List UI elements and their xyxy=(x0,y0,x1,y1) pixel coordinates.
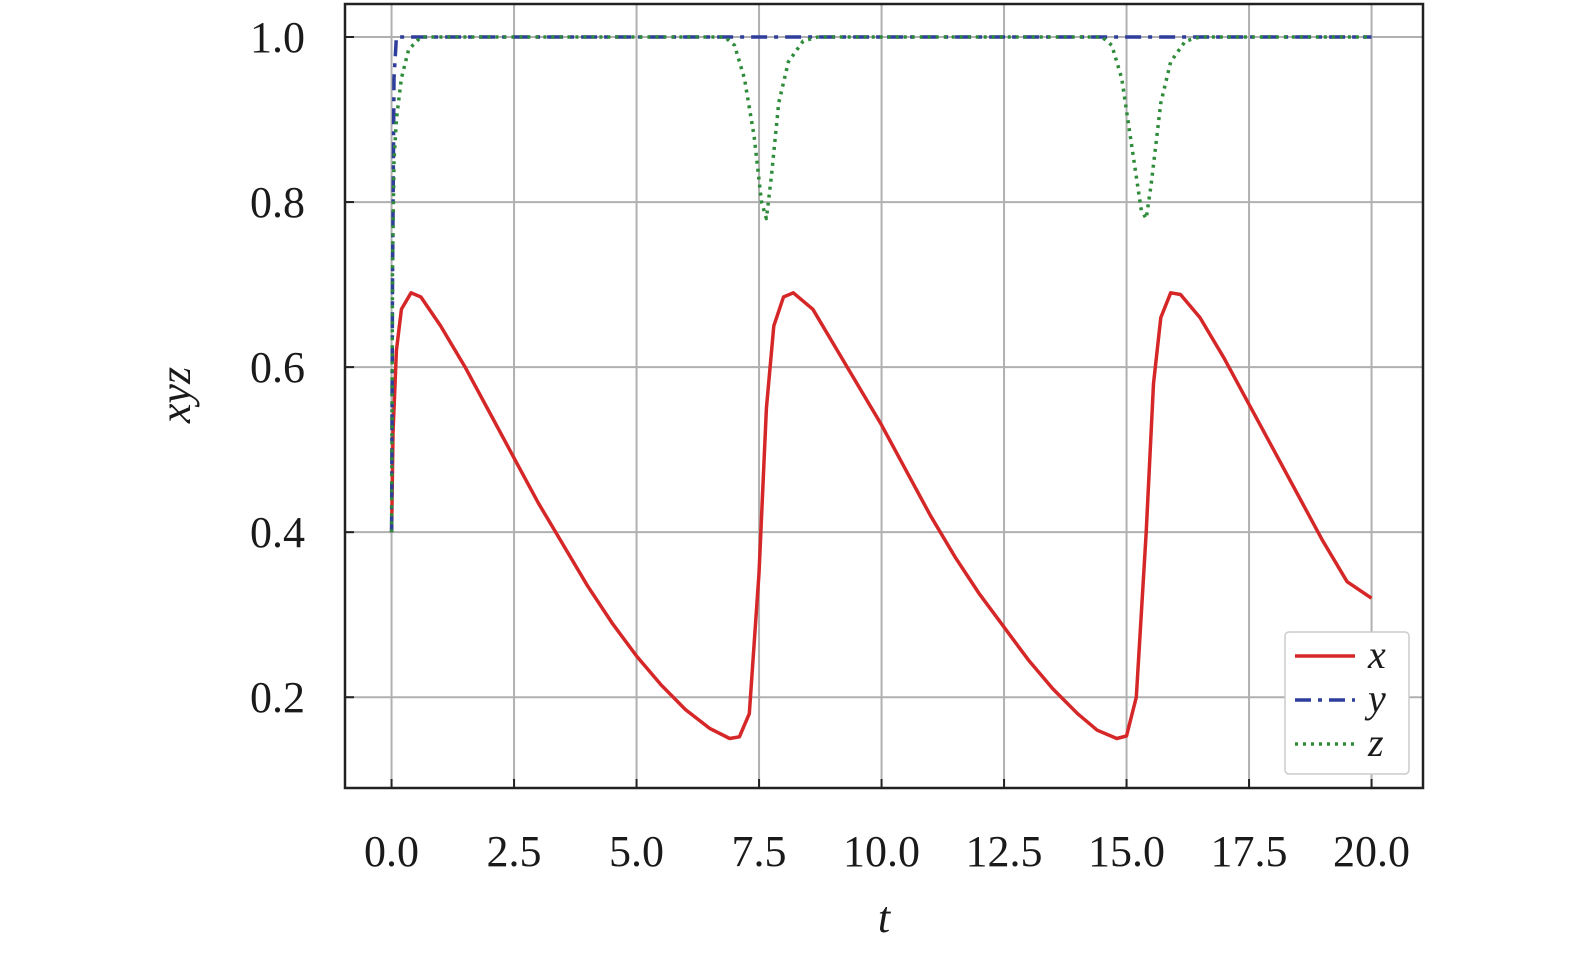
series-x-line xyxy=(389,291,1373,741)
x-tick-label: 5.0 xyxy=(609,827,664,876)
y-tick-label: 0.2 xyxy=(250,673,305,722)
legend-label-x: x xyxy=(1367,632,1386,677)
x-axis-label: t xyxy=(878,893,892,942)
x-tick-label: 12.5 xyxy=(966,827,1043,876)
plot-frame xyxy=(343,2,1425,790)
x-tick-label: 15.0 xyxy=(1088,827,1165,876)
legend-label-z: z xyxy=(1367,720,1384,765)
y-axis-label: xyz xyxy=(151,367,200,424)
x-tick-label: 10.0 xyxy=(843,827,920,876)
x-tick-label: 2.5 xyxy=(487,827,542,876)
x-tick-label: 7.5 xyxy=(732,827,787,876)
grid xyxy=(345,4,1423,788)
y-tick-label: 1.0 xyxy=(250,13,305,62)
legend-label-y: y xyxy=(1364,676,1386,721)
y-tick-label: 0.8 xyxy=(250,178,305,227)
ticks: 0.0 2.5 5.0 7.5 10.0 12.5 15.0 17.5 20.0 0.2 0.4 0.… xyxy=(250,13,1410,876)
x-tick-label: 20.0 xyxy=(1333,827,1410,876)
plot-lines xyxy=(389,35,1373,741)
legend-box xyxy=(1284,631,1410,775)
y-tick-label: 0.6 xyxy=(250,343,305,392)
x-tick-label: 17.5 xyxy=(1211,827,1288,876)
legend: xyz xyxy=(1284,631,1410,775)
y-tick-label: 0.4 xyxy=(250,508,305,557)
x-tick-label: 0.0 xyxy=(364,827,419,876)
